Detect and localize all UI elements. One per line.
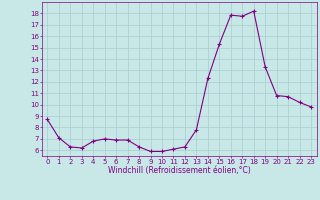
X-axis label: Windchill (Refroidissement éolien,°C): Windchill (Refroidissement éolien,°C) bbox=[108, 166, 251, 175]
